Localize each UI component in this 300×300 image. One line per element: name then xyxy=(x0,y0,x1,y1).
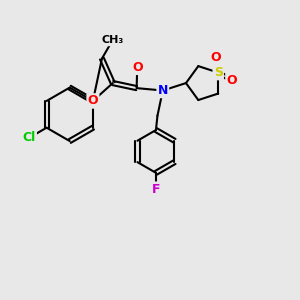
Text: O: O xyxy=(210,51,220,64)
Text: O: O xyxy=(226,74,237,87)
Text: O: O xyxy=(88,94,98,107)
Text: F: F xyxy=(152,183,160,196)
Text: S: S xyxy=(214,66,223,79)
Text: O: O xyxy=(132,61,142,74)
Text: CH₃: CH₃ xyxy=(101,35,124,45)
Text: Cl: Cl xyxy=(22,131,36,144)
Text: N: N xyxy=(158,84,168,97)
